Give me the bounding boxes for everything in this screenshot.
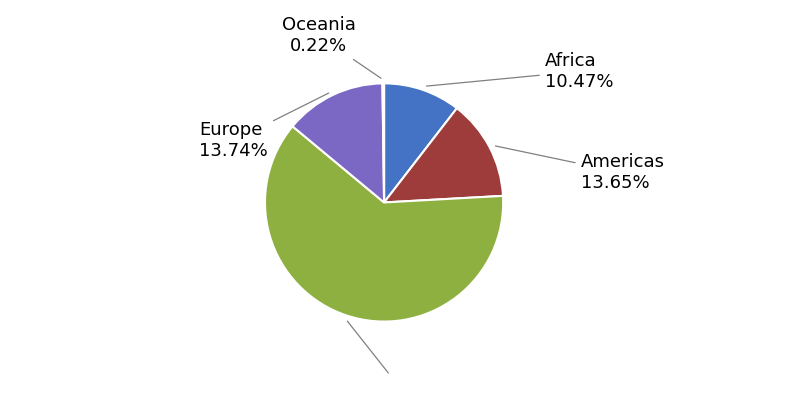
Wedge shape [384, 108, 503, 202]
Wedge shape [383, 83, 384, 202]
Text: Oceania
0.22%: Oceania 0.22% [282, 17, 381, 78]
Text: Africa
10.47%: Africa 10.47% [426, 52, 613, 91]
Wedge shape [265, 126, 503, 321]
Text: Americas
13.65%: Americas 13.65% [495, 146, 664, 192]
Wedge shape [292, 83, 384, 202]
Text: Europe
13.74%: Europe 13.74% [200, 93, 329, 160]
Wedge shape [384, 83, 457, 202]
